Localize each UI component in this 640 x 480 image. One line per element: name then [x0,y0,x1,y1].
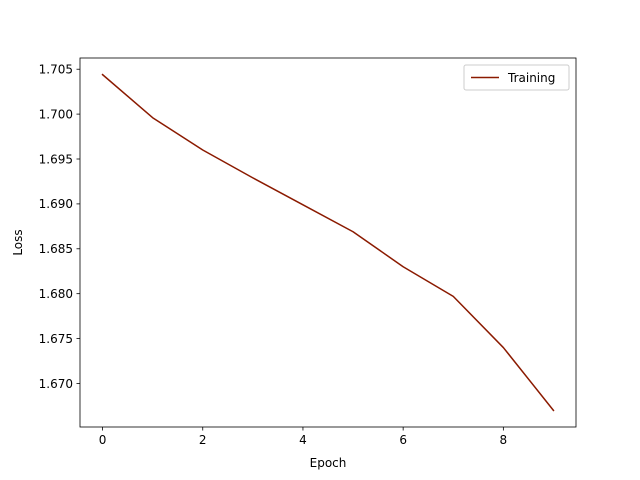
y-tick-label: 1.680 [39,287,73,301]
y-tick-label: 1.675 [39,332,73,346]
series-line-training [101,73,555,412]
y-axis: 1.670 1.675 1.680 1.685 1.690 1.695 1.700 1.705 [39,63,80,391]
x-tick-label: 2 [199,433,207,447]
x-tick-label: 4 [299,433,307,447]
y-tick-label: 1.690 [39,197,73,211]
x-tick-label: 8 [500,433,508,447]
axes-frame [79,57,577,428]
y-tick-label: 1.685 [39,242,73,256]
x-tick-label: 6 [399,433,407,447]
legend-entry-training: Training [507,71,555,85]
y-tick-label: 1.705 [39,63,73,77]
y-tick-label: 1.670 [39,377,73,391]
y-tick-label: 1.700 [39,107,73,121]
y-tick-label: 1.695 [39,152,73,166]
y-axis-label: Loss [11,229,25,255]
legend: Training [463,64,570,91]
legend-box [463,64,570,91]
x-tick-label: 0 [99,433,107,447]
plot-area [101,73,555,412]
x-axis-label: Epoch [310,456,347,470]
x-axis: 0 2 4 6 8 [99,427,507,447]
